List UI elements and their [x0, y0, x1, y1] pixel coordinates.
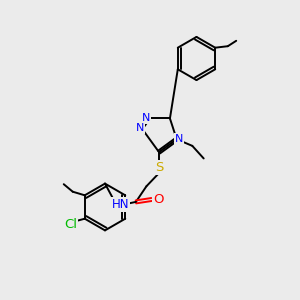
Text: O: O: [153, 193, 164, 206]
Text: HN: HN: [112, 198, 129, 211]
Text: S: S: [155, 161, 163, 174]
Text: Cl: Cl: [64, 218, 77, 231]
Text: N: N: [175, 134, 183, 144]
Text: N: N: [136, 123, 144, 133]
Text: N: N: [142, 113, 150, 124]
